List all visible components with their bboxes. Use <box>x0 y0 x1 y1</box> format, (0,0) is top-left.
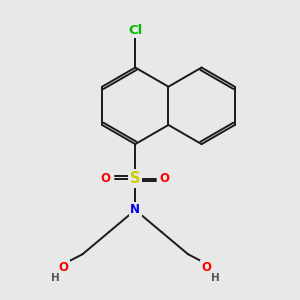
Text: N: N <box>130 203 140 216</box>
Text: O: O <box>202 261 212 274</box>
Text: O: O <box>59 261 69 274</box>
Text: Cl: Cl <box>128 24 142 37</box>
Text: H: H <box>211 273 220 283</box>
Text: H: H <box>51 273 59 283</box>
Text: O: O <box>160 172 170 185</box>
Text: S: S <box>130 171 140 186</box>
Text: O: O <box>101 172 111 185</box>
